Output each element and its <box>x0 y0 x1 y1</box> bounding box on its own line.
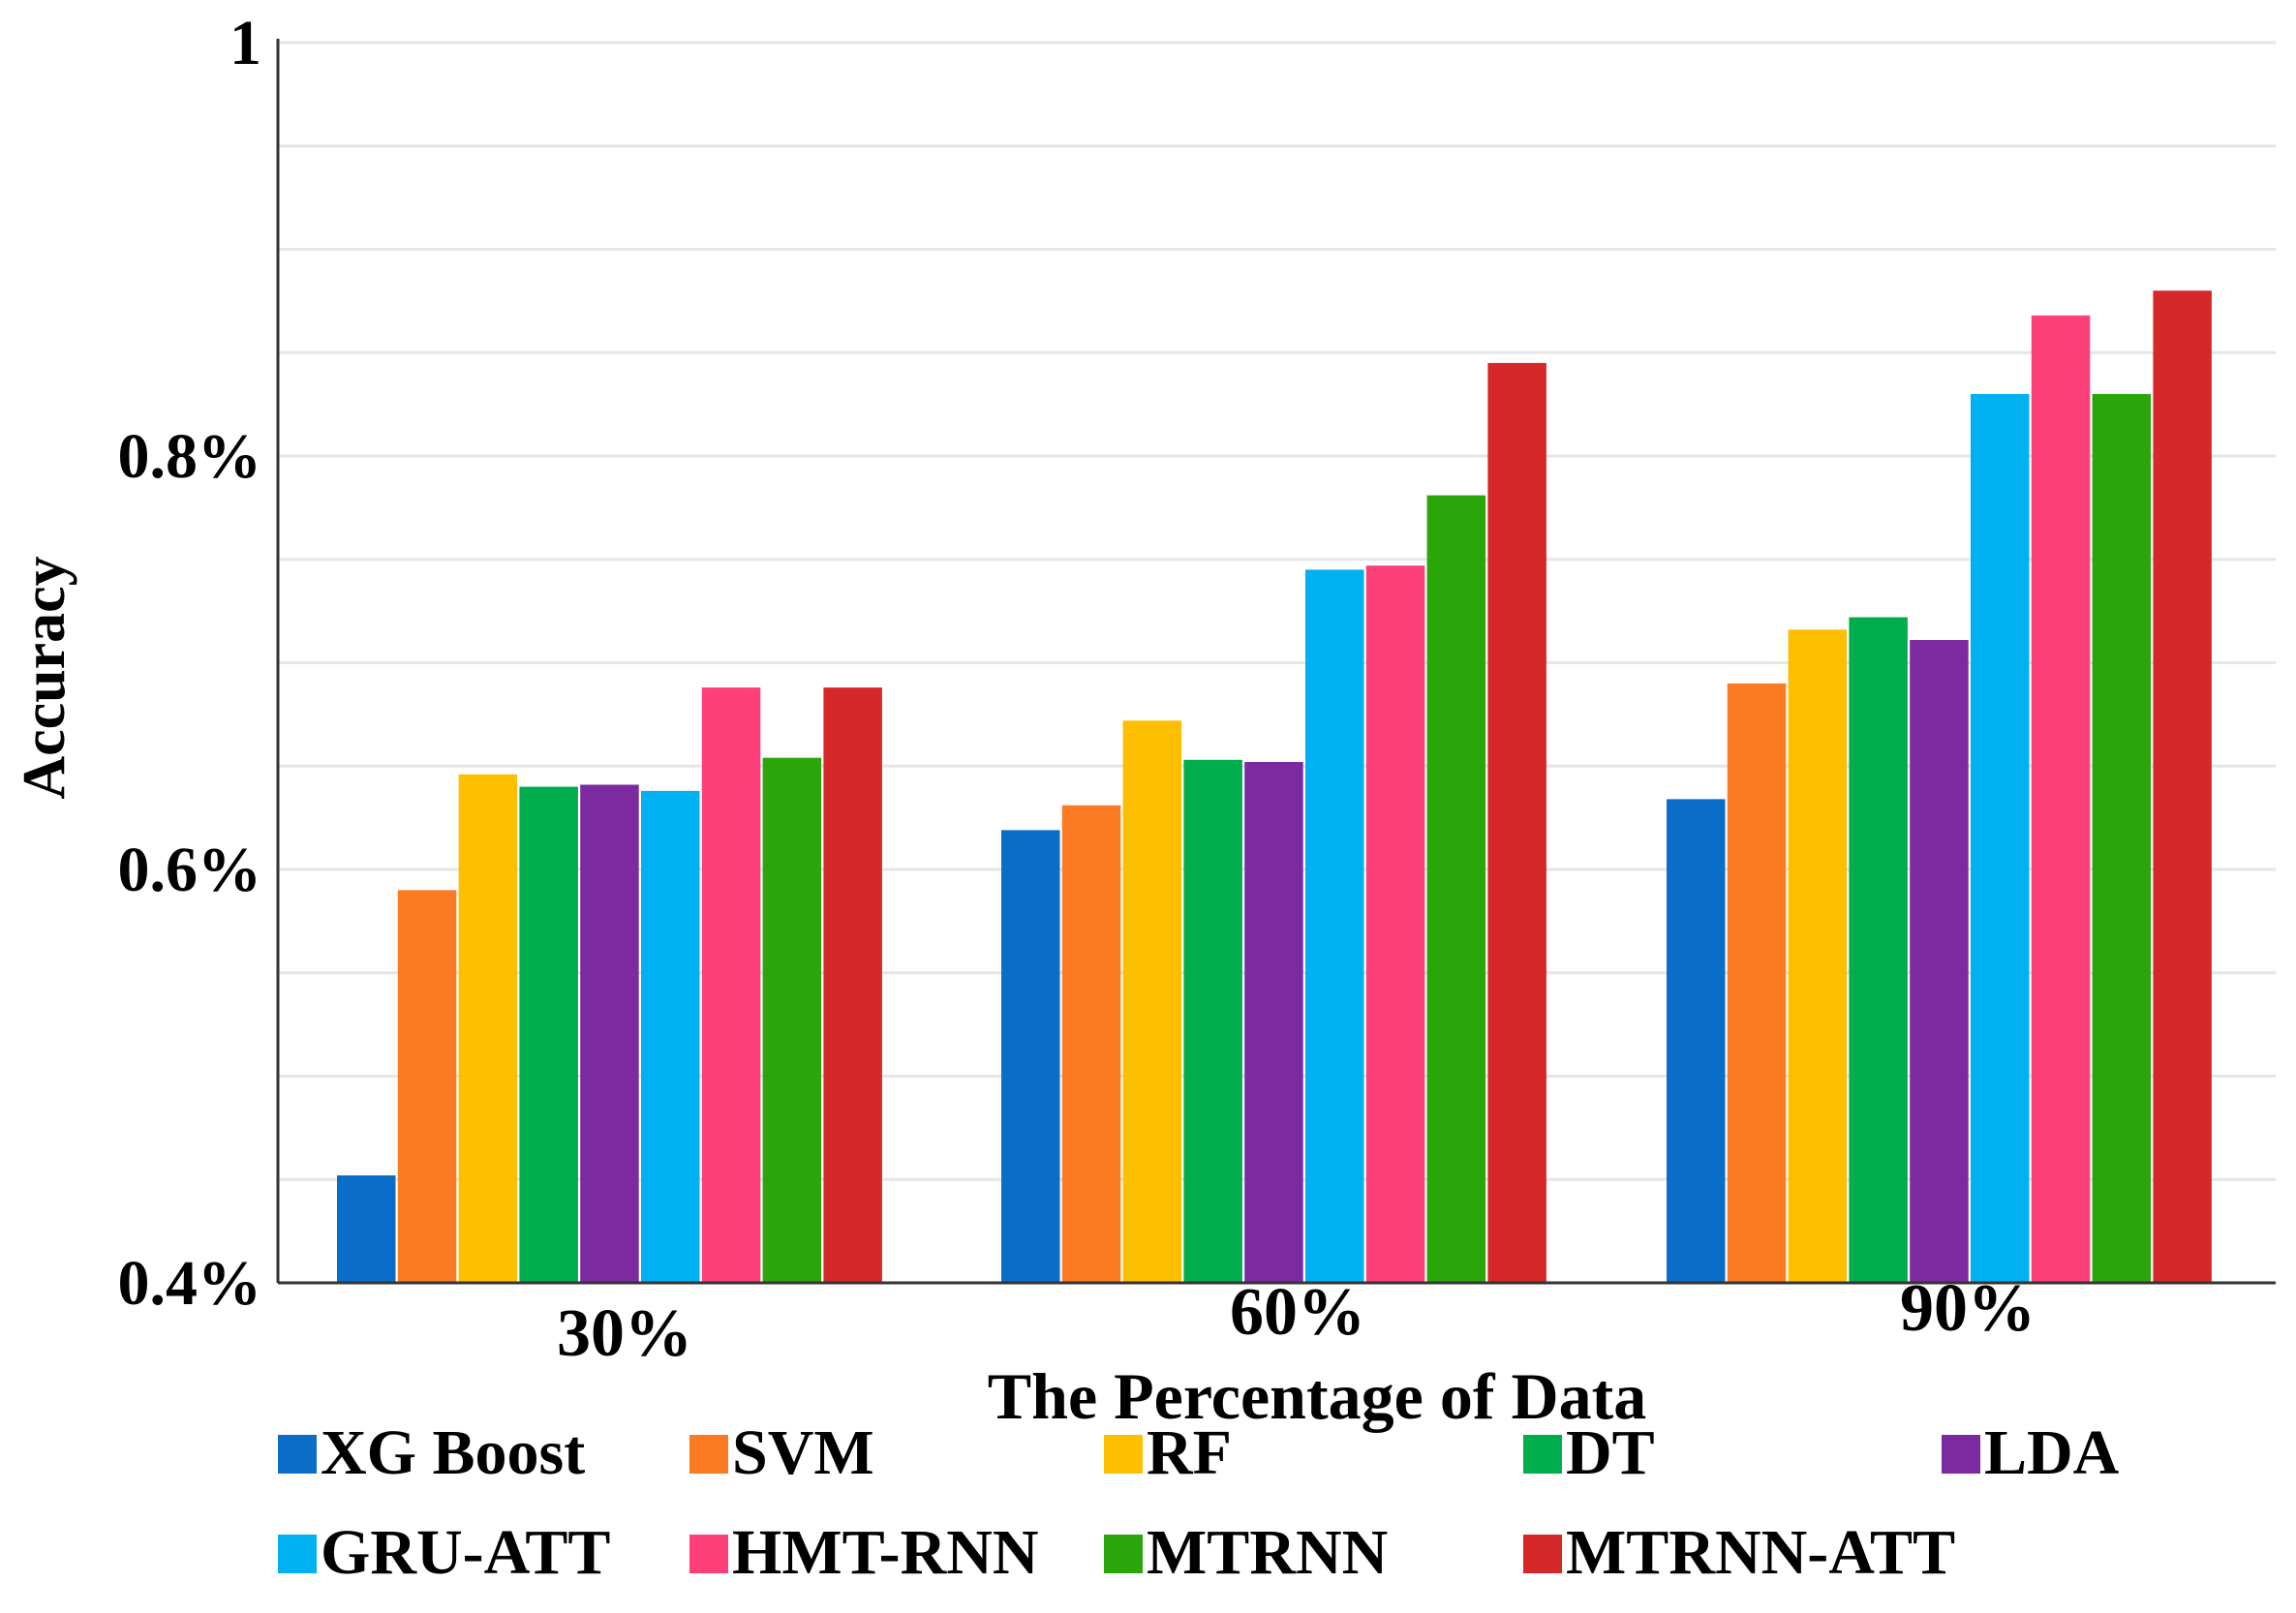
bar-hmt-rnn-60pct <box>1365 565 1425 1283</box>
y-axis-title: Accuracy <box>12 556 77 799</box>
y-tick-label: 0.4% <box>118 1248 262 1319</box>
bar-rf-30pct <box>458 774 518 1283</box>
legend-swatch <box>1523 1535 1562 1573</box>
bar-lda-30pct <box>580 784 639 1283</box>
y-tick-labels: 0.4% 0.6% 0.8% 1 <box>118 8 262 1319</box>
axes-layer <box>276 39 2276 1285</box>
y-tick-label: 0.6% <box>118 835 262 905</box>
legend-label: RF <box>1147 1417 1232 1488</box>
legend-swatch <box>689 1535 728 1573</box>
bar-lda-90pct <box>1910 640 1969 1283</box>
bar-mtrnn-30pct <box>762 757 822 1283</box>
bar-lda-60pct <box>1244 762 1303 1283</box>
legend-swatch <box>1942 1435 1980 1474</box>
bar-gru-att-60pct <box>1305 569 1364 1283</box>
legend-label: MTRNN-ATT <box>1566 1517 1955 1588</box>
x-tick-label: 60% <box>1230 1275 1365 1350</box>
bar-svm-60pct <box>1061 805 1121 1283</box>
legend-label: SVM <box>732 1417 874 1488</box>
bars-layer <box>337 290 2212 1284</box>
legend-label: HMT-RNN <box>732 1517 1039 1588</box>
bar-gru-att-30pct <box>641 790 700 1283</box>
legend: XG Boost SVM RF DT LDA GRU-ATT HMT-RNN MTRNN MTR… <box>278 1417 2120 1588</box>
x-tick-labels: 30% 60% 90% <box>557 1271 2036 1371</box>
bar-xg-boost-30pct <box>337 1175 396 1283</box>
bar-dt-30pct <box>519 786 578 1283</box>
legend-swatch <box>1104 1535 1143 1573</box>
bar-mtrnn-90pct <box>2092 394 2152 1283</box>
legend-label: LDA <box>1984 1417 2120 1488</box>
bar-rf-60pct <box>1122 720 1182 1283</box>
x-tick-label: 30% <box>557 1296 692 1371</box>
bar-hmt-rnn-30pct <box>701 687 761 1283</box>
bar-xg-boost-90pct <box>1667 799 1726 1283</box>
x-axis-title: The Percentage of Data <box>988 1359 1646 1433</box>
y-tick-label: 1 <box>230 8 261 78</box>
bar-gru-att-90pct <box>1971 394 2030 1283</box>
bar-dt-90pct <box>1849 617 1908 1283</box>
bar-mtrnn-att-90pct <box>2153 290 2212 1284</box>
x-tick-label: 90% <box>1900 1271 2036 1346</box>
bar-xg-boost-60pct <box>1001 830 1060 1283</box>
bar-hmt-rnn-90pct <box>2031 315 2091 1283</box>
legend-label: XG Boost <box>321 1417 585 1488</box>
bar-svm-90pct <box>1727 683 1787 1283</box>
bar-mtrnn-60pct <box>1426 495 1486 1284</box>
y-tick-label: 0.8% <box>118 421 262 492</box>
bar-dt-60pct <box>1183 759 1242 1283</box>
legend-label: DT <box>1566 1417 1655 1488</box>
legend-label: MTRNN <box>1147 1517 1388 1588</box>
bar-rf-90pct <box>1788 629 1848 1283</box>
bar-mtrnn-att-30pct <box>823 687 882 1283</box>
bar-mtrnn-att-60pct <box>1487 362 1546 1283</box>
bar-svm-30pct <box>397 890 457 1283</box>
legend-swatch <box>689 1435 728 1474</box>
legend-label: GRU-ATT <box>321 1517 610 1588</box>
legend-swatch <box>278 1435 317 1474</box>
legend-swatch <box>1104 1435 1143 1474</box>
legend-swatch <box>1523 1435 1562 1474</box>
legend-swatch <box>278 1535 317 1573</box>
